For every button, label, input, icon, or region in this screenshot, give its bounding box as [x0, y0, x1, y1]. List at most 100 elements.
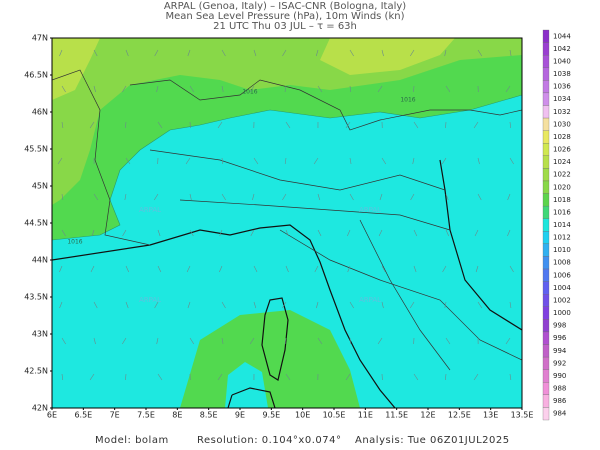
wind-barb: [221, 193, 226, 201]
colorbar-swatch: [542, 268, 550, 282]
header-line: 21 UTC Thu 03 JUL – τ = 63h: [213, 21, 357, 32]
lon-label: 9.5E: [262, 411, 280, 420]
wind-barb: [187, 301, 191, 309]
wind-barb: [413, 121, 419, 129]
colorbar-swatch: [542, 231, 550, 245]
colorbar-label: 1036: [553, 83, 571, 91]
lat-label: 46.5N: [24, 71, 48, 80]
wind-barb: [57, 157, 63, 165]
wind-barb: [219, 265, 223, 273]
lon-label: 8E: [172, 411, 182, 420]
wind-barb: [154, 301, 159, 309]
wind-barb: [349, 193, 354, 201]
colorbar-label: 1044: [553, 32, 571, 40]
colorbar-label: 1040: [553, 57, 571, 65]
isobar-label: 1016: [67, 239, 82, 246]
wind-barb: [189, 85, 195, 93]
colorbar-label: 1042: [553, 45, 571, 53]
colorbar-label: 1020: [553, 183, 571, 191]
border: [149, 149, 522, 371]
wind-barb: [249, 337, 255, 345]
wind-barb: [253, 301, 257, 309]
lon-label: 6E: [47, 411, 57, 420]
wind-barb: [253, 157, 259, 165]
colorbar-label: 1032: [553, 108, 571, 116]
wind-barb: [59, 49, 63, 57]
wind-barb: [157, 373, 163, 381]
colorbar-swatch: [542, 331, 550, 345]
colorbar-swatch: [542, 29, 550, 43]
wind-barb: [475, 265, 479, 273]
wind-barb: [282, 301, 287, 309]
lon-label: 10.5E: [323, 411, 346, 420]
colorbar-swatch: [542, 294, 550, 307]
lon-label: 13.5E: [511, 411, 534, 420]
lon-label: 11E: [358, 411, 373, 420]
coastline: [227, 387, 276, 408]
lat-label: 46N: [32, 108, 48, 117]
colorbar-label: 1012: [553, 234, 571, 242]
colorbar-swatch: [542, 168, 550, 182]
colorbar-label: 1008: [553, 259, 571, 267]
wind-barb: [444, 49, 447, 57]
wind-barb: [441, 157, 447, 165]
wind-barb: [156, 337, 159, 345]
wind-barb: [509, 301, 512, 309]
pressure-area: [52, 38, 522, 205]
wind-barb: [509, 157, 514, 165]
wind-barb: [89, 373, 95, 381]
header-line: ARPAL (Genoa, Italy) – ISAC-CNR (Bologna…: [164, 1, 406, 12]
wind-barb: [349, 49, 354, 57]
lon-label: 12.5E: [448, 411, 471, 420]
wind-barb: [445, 121, 447, 129]
wind-barb: [249, 85, 255, 93]
watermark: ARPAL: [359, 296, 381, 304]
wind-barb: [157, 229, 161, 237]
wind-barb: [349, 157, 352, 165]
wind-barb: [253, 265, 258, 273]
colorbar-label: 994: [553, 347, 567, 355]
colorbar-label: 998: [553, 322, 566, 330]
wind-barb: [125, 265, 130, 273]
wind-barb: [413, 229, 418, 237]
wind-barb: [381, 265, 386, 273]
wind-barb: [93, 193, 99, 201]
wind-barb: [317, 229, 322, 237]
wind-barb: [317, 337, 323, 345]
wind-barb: [349, 301, 354, 309]
wind-barb: [250, 229, 255, 237]
colorbar-swatch: [542, 80, 550, 94]
wind-barb: [187, 49, 191, 57]
wind-barb: [125, 301, 129, 309]
colorbar-label: 984: [553, 410, 567, 418]
wind-barb: [122, 337, 127, 345]
wind-barb: [509, 373, 512, 381]
pressure-area: [180, 310, 360, 408]
wind-barb: [157, 265, 162, 273]
wind-barb: [349, 337, 351, 345]
wind-barb: [445, 337, 451, 345]
colorbar-label: 1002: [553, 296, 571, 304]
wind-barb: [381, 157, 387, 165]
colorbar-label: 1004: [553, 284, 571, 292]
wind-barb: [93, 85, 96, 93]
lat-label: 44.5N: [24, 219, 48, 228]
lon-label: 7.5E: [137, 411, 155, 420]
colorbar-label: 996: [553, 334, 567, 342]
watermark: ARPAL: [359, 206, 381, 214]
wind-barb: [317, 85, 323, 93]
colorbar-swatch: [542, 281, 550, 295]
wind-barb: [473, 121, 479, 129]
wind-barb: [477, 193, 482, 201]
wind-barb: [284, 85, 287, 93]
lat-label: 43N: [32, 330, 48, 339]
wind-barb: [379, 193, 383, 201]
wind-barb: [93, 301, 98, 309]
colorbar-swatch: [542, 243, 550, 257]
wind-barb: [285, 229, 289, 237]
wind-barb: [509, 49, 512, 57]
wind-barb: [507, 193, 511, 201]
colorbar-swatch: [542, 407, 550, 421]
colorbar-label: 1026: [553, 146, 571, 154]
wind-barb: [61, 337, 66, 345]
